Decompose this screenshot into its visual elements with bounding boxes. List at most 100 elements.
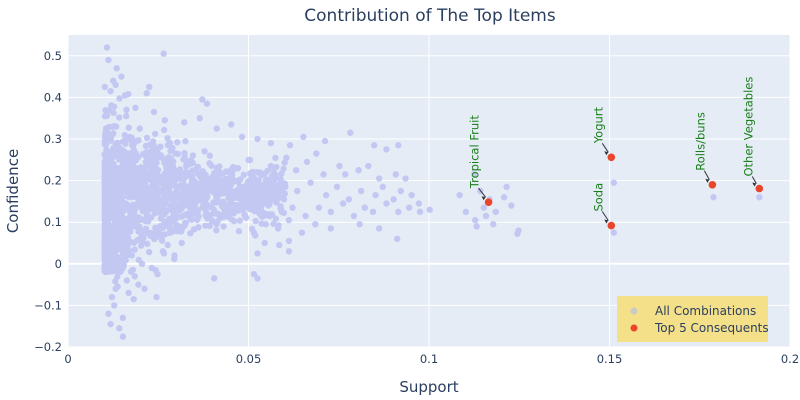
legend-marker-all-combinations[interactable] [630,307,638,315]
point-all-combinations [397,187,405,195]
point-all-combinations [112,81,119,89]
point-all-combinations [285,216,293,224]
legend-marker-top-5-consequents[interactable] [630,324,638,332]
point-all-combinations [140,174,147,182]
point-all-combinations [102,125,110,132]
point-all-combinations [405,204,413,211]
point-all-combinations [125,222,133,229]
legend-label-all-combinations[interactable]: All Combinations [655,304,756,318]
point-all-combinations [163,164,170,171]
point-all-combinations [267,139,275,147]
point-all-combinations [146,161,154,168]
point-all-combinations [197,196,205,203]
point-all-combinations [224,205,231,213]
point-all-combinations [492,208,499,215]
point-all-combinations [136,223,143,230]
point-all-combinations [234,186,242,193]
point-all-combinations [105,168,112,176]
series-top-5-consequents [484,153,764,230]
point-all-combinations [190,209,198,217]
point-all-combinations [127,137,135,144]
point-all-combinations [302,212,309,220]
annotation-label: Soda [591,183,605,212]
point-all-combinations [101,264,109,271]
annotation-arrow [601,143,609,153]
point-all-combinations [145,218,152,225]
point-all-combinations [473,223,480,230]
point-all-combinations [202,205,209,213]
point-all-combinations [231,193,238,200]
point-all-combinations [123,277,131,284]
point-top-consequent [755,184,764,193]
point-all-combinations [166,228,174,236]
point-all-combinations [257,172,265,179]
point-all-combinations [281,159,288,166]
point-all-combinations [115,114,123,121]
point-all-combinations [141,198,148,205]
point-all-combinations [408,191,415,199]
point-all-combinations [174,139,181,146]
point-all-combinations [146,171,153,178]
annotation-arrow [601,211,609,221]
point-all-combinations [356,221,363,228]
point-all-combinations [142,225,150,233]
point-all-combinations [270,220,277,228]
point-all-combinations [285,248,293,255]
point-all-combinations [365,162,372,170]
point-all-combinations [286,142,294,149]
point-all-combinations [255,178,262,186]
point-all-combinations [135,281,142,288]
point-all-combinations [339,200,347,207]
point-all-combinations [254,250,261,257]
point-all-combinations [184,193,192,201]
point-all-combinations [167,203,174,211]
point-all-combinations [333,183,341,191]
point-all-combinations [129,201,137,208]
point-all-combinations [136,125,143,132]
point-all-combinations [154,203,161,210]
point-all-combinations [115,151,122,158]
point-all-combinations [213,125,220,132]
point-all-combinations [221,185,229,192]
point-all-combinations [254,275,261,282]
point-all-combinations [142,142,150,150]
point-all-combinations [336,162,343,170]
point-all-combinations [402,175,409,182]
point-all-combinations [283,154,290,161]
point-all-combinations [250,271,258,278]
point-all-combinations [129,266,137,273]
point-all-combinations [102,211,109,218]
point-all-combinations [171,224,179,232]
point-all-combinations [159,195,167,202]
point-all-combinations [264,167,271,175]
y-tick-label: 0.2 [44,174,62,188]
point-all-combinations [258,220,265,227]
point-all-combinations [312,221,319,228]
point-all-combinations [181,211,188,219]
point-all-combinations [107,87,114,95]
point-all-combinations [261,239,268,247]
point-all-combinations [275,193,282,201]
point-all-combinations [252,232,259,239]
point-all-combinations [146,83,153,91]
legend-label-top-5-consequents[interactable]: Top 5 Consequents [654,321,769,335]
point-all-combinations [395,208,402,215]
point-all-combinations [108,293,116,301]
point-all-combinations [124,188,131,196]
point-all-combinations [508,202,515,209]
point-all-combinations [139,207,146,215]
y-axis-label: Confidence [4,149,22,233]
y-tick-label: 0 [55,257,62,271]
annotation-arrow [703,170,710,181]
point-all-combinations [127,228,134,235]
point-all-combinations [248,225,256,233]
point-all-combinations [164,241,171,249]
point-all-combinations [105,310,112,317]
point-all-combinations [150,108,158,116]
point-all-combinations [109,260,117,267]
point-all-combinations [196,115,203,122]
point-all-combinations [116,239,123,246]
point-all-combinations [206,152,214,159]
point-all-combinations [206,160,213,167]
point-all-combinations [254,135,261,143]
